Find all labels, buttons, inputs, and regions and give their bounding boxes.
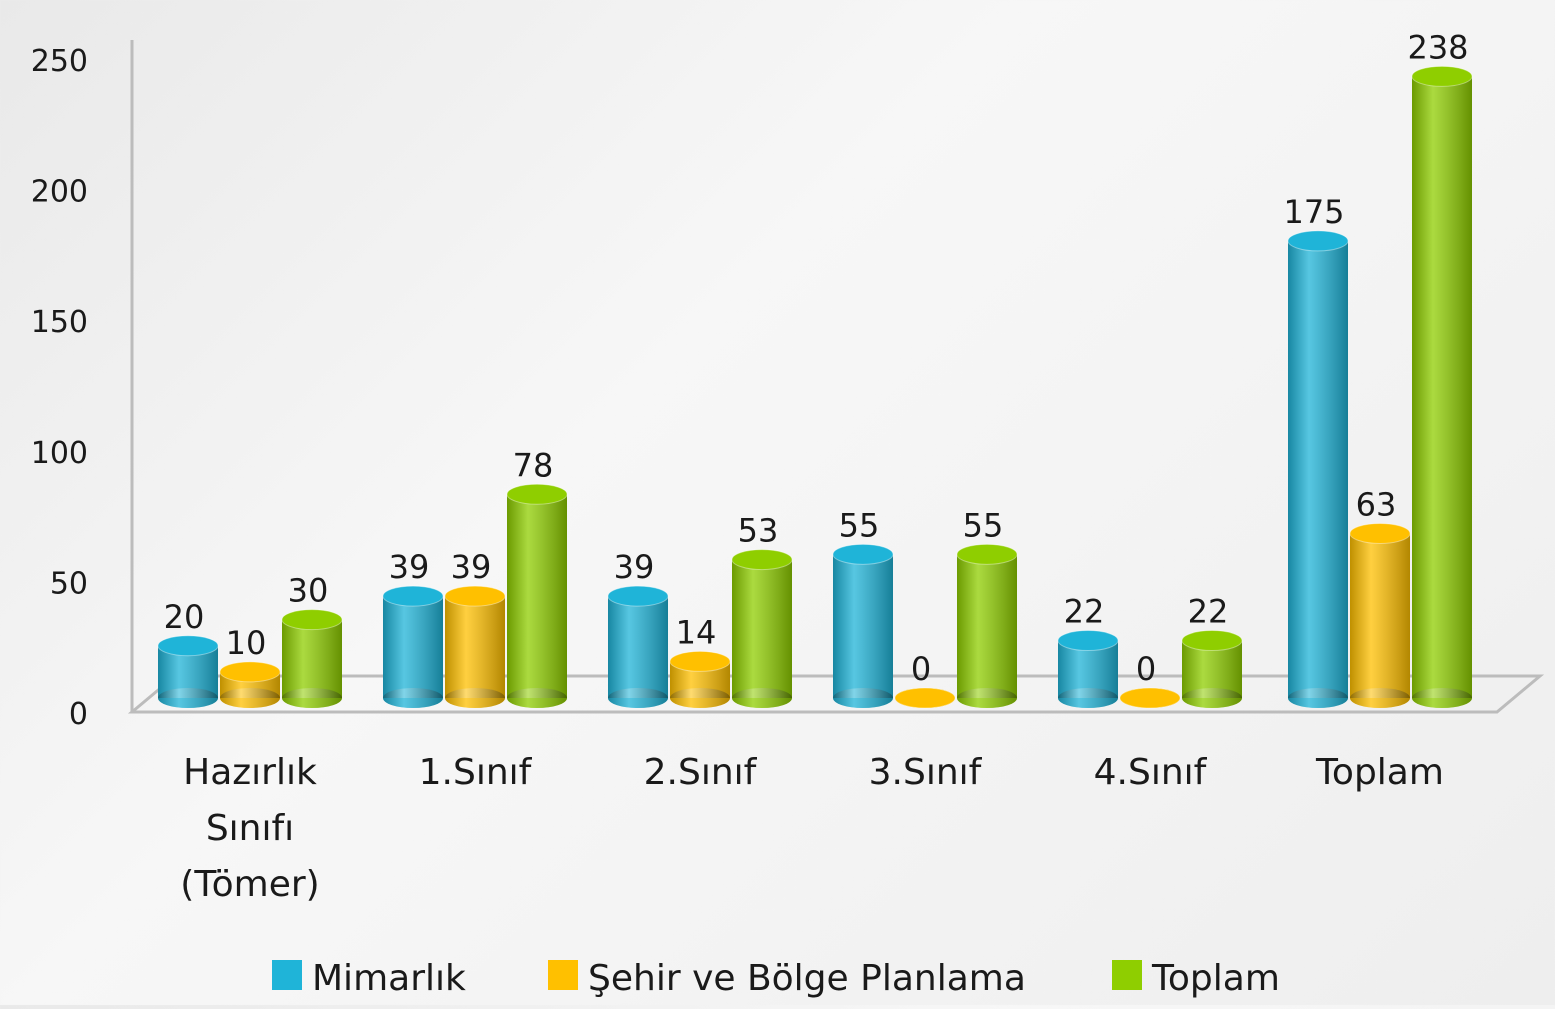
x-tick-label: 4.Sınıf [1065,745,1235,801]
bar-base-shade [1058,688,1118,708]
x-tick-label: 3.Sınıf [840,745,1010,801]
value-label: 14 [676,613,717,651]
y-tick-label: 50 [50,566,88,601]
x-tick-label-box: 2.Sınıf [590,745,810,925]
bar-base-shade [220,688,280,708]
bar-cap [1288,231,1348,251]
legend-label: Mimarlık [312,958,466,999]
value-label: 22 [1188,593,1229,631]
legend-swatch [1112,960,1142,990]
bar-cap [670,651,730,671]
chart: 0 50 100 150 200 250 20 10 30 Hazırlık Sınıfı (Tö… [0,0,1555,1005]
bar-base-shade [1350,688,1410,708]
value-label: 55 [963,506,1004,544]
value-label: 30 [288,572,329,610]
bar-cap [445,586,505,606]
bar-base-shade [957,688,1017,708]
value-label: 20 [164,598,205,636]
legend-swatch [548,960,578,990]
bar-shade [608,596,668,698]
y-tick-label: 100 [31,436,88,471]
bar-shade [507,494,567,698]
bar-base-shade [732,688,792,708]
x-tick-label-box: Hazırlık Sınıfı (Tömer) [140,745,360,925]
x-tick-label-box: 1.Sınıf [365,745,585,925]
y-tick-label: 0 [69,697,88,732]
bar-shade [1288,241,1348,698]
page: 0 50 100 150 200 250 20 10 30 Hazırlık Sınıfı (Tö… [0,0,1555,1005]
value-label: 39 [451,548,492,586]
y-tick-label: 150 [31,305,88,340]
bar-cap [1058,631,1118,651]
bar-shade [1350,533,1410,698]
x-tick-label-box: Toplam [1270,745,1490,925]
value-label: 22 [1064,593,1105,631]
bar-cap [1120,688,1180,708]
y-tick-label: 250 [31,44,88,79]
bar-shade [957,554,1017,698]
value-label: 78 [513,446,554,484]
bar-base-shade [445,688,505,708]
value-label: 55 [839,506,880,544]
bar-cap [1182,631,1242,651]
value-label: 0 [1136,650,1156,688]
bar-shade [732,560,792,698]
bar-cap [732,550,792,570]
bar-base-shade [670,688,730,708]
bar-cap [895,688,955,708]
bar-cap [608,586,668,606]
bar-cap [383,586,443,606]
x-tick-label-box: 4.Sınıf [1040,745,1260,925]
x-tick-label: 1.Sınıf [390,745,560,801]
value-label: 39 [614,548,655,586]
value-label: 175 [1283,193,1344,231]
bar-base-shade [1288,688,1348,708]
legend-swatch [272,960,302,990]
bar-shade [282,620,342,698]
x-tick-label: Hazırlık Sınıfı (Tömer) [165,745,335,913]
legend-label: Toplam [1151,958,1280,999]
value-label: 39 [389,548,430,586]
value-label: 63 [1356,485,1397,523]
bar-cap [1350,523,1410,543]
bar-shade [383,596,443,698]
value-label: 238 [1407,28,1468,66]
bar-cap [220,662,280,682]
value-label: 10 [226,624,267,662]
bar-base-shade [158,688,218,708]
bar-cap [507,484,567,504]
bar-base-shade [1182,688,1242,708]
bar-base-shade [507,688,567,708]
y-tick-label: 200 [31,175,88,210]
bar-base-shade [1412,688,1472,708]
bar-shade [1412,76,1472,698]
bar-shade [833,554,893,698]
legend-label: Şehir ve Bölge Planlama [588,958,1026,999]
value-label: 0 [911,650,931,688]
bar-shade [445,596,505,698]
bar-cap [957,544,1017,564]
bar-base-shade [282,688,342,708]
x-tick-label-box: 3.Sınıf [815,745,1035,925]
bar-cap [833,544,893,564]
bar-cap [282,610,342,630]
x-tick-label: 2.Sınıf [615,745,785,801]
bar-cap [1412,66,1472,86]
value-label: 53 [738,512,779,550]
bar-base-shade [383,688,443,708]
x-tick-label: Toplam [1295,745,1465,801]
bar-cap [158,636,218,656]
bar-base-shade [833,688,893,708]
bar-base-shade [608,688,668,708]
